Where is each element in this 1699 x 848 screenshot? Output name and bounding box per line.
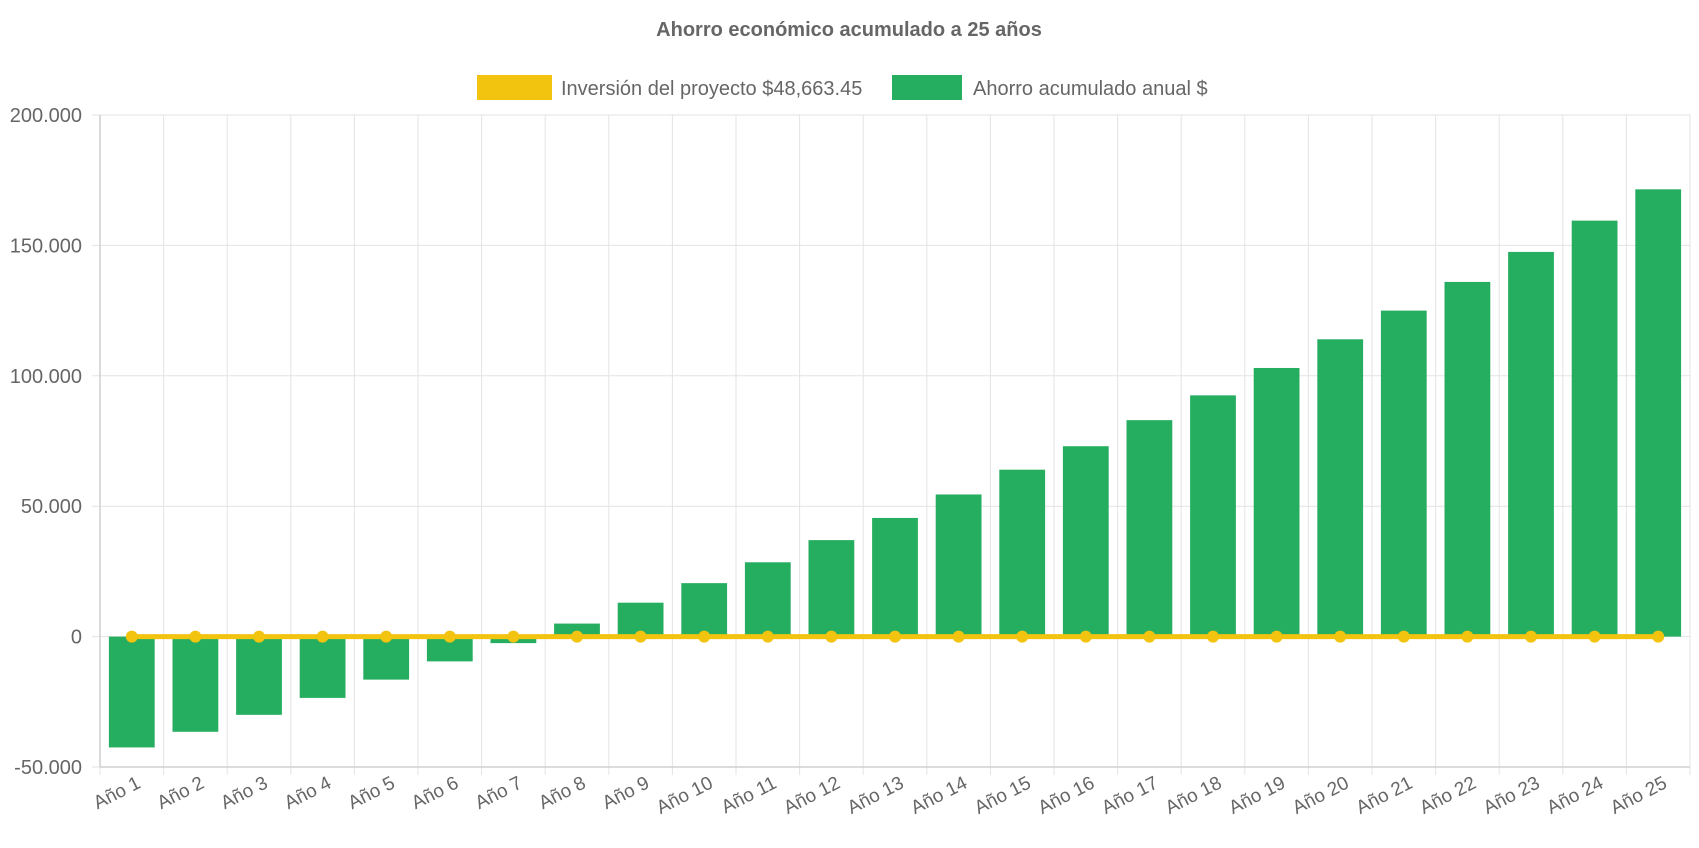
x-tick-label: Año 7 [472,773,526,814]
bar[interactable] [1190,395,1236,637]
x-tick-label: Año 9 [599,773,653,814]
bar[interactable] [1380,310,1427,637]
line-point[interactable] [761,630,774,643]
y-tick-label: -50.000 [14,757,82,779]
x-tick-label: Año 20 [1289,773,1352,819]
x-tick-label: Año 22 [1416,773,1479,819]
x-tick-label: Año 1 [90,773,144,814]
bar[interactable] [744,562,791,637]
legend-swatch[interactable] [892,75,962,100]
bar[interactable] [1062,446,1109,637]
x-tick-label: Año 11 [718,773,780,818]
x-tick-label: Año 15 [971,773,1034,819]
bar[interactable] [172,636,219,732]
grid-lines [92,114,1691,775]
x-tick-label: Año 14 [908,773,972,819]
x-tick-label: Año 23 [1480,773,1543,819]
line-series [125,630,1665,643]
legend-swatch[interactable] [477,75,552,100]
line-point[interactable] [1652,630,1665,643]
bar[interactable] [1571,220,1618,637]
line-point[interactable] [1079,630,1092,643]
x-tick-label: Año 8 [535,773,589,814]
bar[interactable] [1253,367,1300,637]
line-point[interactable] [571,630,583,643]
bar[interactable] [108,636,155,748]
x-tick-label: Año 21 [1353,773,1416,819]
x-tick-label: Año 24 [1544,773,1608,819]
bar[interactable] [299,636,346,698]
line-point[interactable] [443,630,456,643]
line-point[interactable] [316,630,329,643]
line-point[interactable] [507,630,520,643]
bar[interactable] [681,583,728,637]
x-tick-label: Año 3 [217,773,271,814]
x-tick-label: Año 19 [1226,773,1289,819]
line-point[interactable] [1334,630,1347,643]
legend-label[interactable]: Ahorro acumulado anual $ [973,78,1208,100]
bar[interactable] [1317,339,1364,637]
bar[interactable] [1508,251,1554,637]
x-tick-label: Año 4 [281,773,335,814]
bar[interactable] [872,517,918,637]
line-point[interactable] [253,630,265,643]
x-tick-label: Año 13 [844,773,907,819]
y-axis-ticks: -50.000 0 50.000 100.000 150.000 200.000 [10,105,82,779]
y-tick-label: 150.000 [10,235,82,257]
line-point[interactable] [1525,630,1537,643]
line-point[interactable] [1588,630,1601,643]
line-point[interactable] [1270,630,1283,643]
line-point[interactable] [189,630,202,643]
line-point[interactable] [1397,630,1410,643]
bar[interactable] [1635,189,1682,637]
bar[interactable] [554,623,600,637]
line-point[interactable] [1461,630,1474,643]
x-tick-label: Año 16 [1035,773,1098,819]
x-tick-label: Año 5 [345,773,399,814]
line-point[interactable] [698,630,711,643]
x-tick-label: Año 25 [1607,773,1670,819]
bar[interactable] [1126,420,1173,637]
bar[interactable] [808,540,855,637]
line-point[interactable] [825,630,838,643]
bar[interactable] [999,469,1046,637]
x-axis-ticks: Año 1 Año 2 Año 3 Año 4 Año 5 Año 6 Año 7 Año 8… [90,773,1670,819]
line-point[interactable] [952,630,965,643]
line-point[interactable] [1016,630,1029,643]
x-tick-label: Año 2 [154,773,208,814]
line-point[interactable] [1143,630,1156,643]
bar[interactable] [363,636,410,680]
bar-series [108,189,1682,748]
line-point[interactable] [380,630,393,643]
y-tick-label: 0 [71,627,82,649]
line-point[interactable] [125,630,138,643]
x-tick-label: Año 12 [780,773,843,819]
x-tick-label: Año 17 [1098,773,1161,819]
bar[interactable] [1444,281,1491,637]
bar[interactable] [935,494,982,637]
bar[interactable] [236,636,282,715]
chart-title: Ahorro económico acumulado a 25 años [656,19,1042,41]
x-tick-label: Año 6 [408,773,462,814]
line-point[interactable] [1207,630,1219,643]
legend-label[interactable]: Inversión del proyecto $48,663.45 [561,78,862,100]
line-point[interactable] [889,630,901,643]
y-tick-label: 50.000 [21,496,82,518]
x-tick-label: Año 18 [1162,773,1225,819]
line-point[interactable] [634,630,647,643]
x-tick-label: Año 10 [653,773,716,819]
legend[interactable]: Inversión del proyecto $48,663.45 Ahorro … [477,75,1208,100]
y-tick-label: 200.000 [10,105,82,127]
y-tick-label: 100.000 [10,366,82,388]
